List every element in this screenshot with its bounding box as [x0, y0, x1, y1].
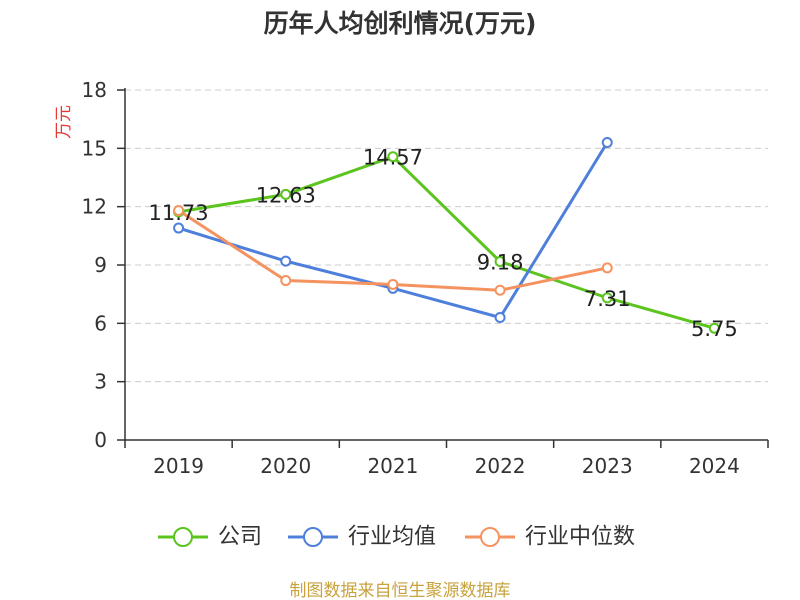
- y-tick-label: 6: [94, 311, 107, 335]
- series-line-0: [178, 155, 715, 330]
- data-point-s1-2020: [280, 255, 292, 267]
- data-point-s0-2024: [708, 322, 720, 334]
- legend-marker: [303, 527, 323, 547]
- data-point-s2-2023: [601, 262, 613, 274]
- x-tick-label-2024: 2024: [689, 454, 740, 478]
- data-label-2022: 9.18: [477, 251, 524, 275]
- y-tick-label: 3: [94, 370, 107, 394]
- y-tick-label: 15: [82, 136, 107, 160]
- y-axis-label: 万元: [54, 105, 74, 139]
- x-tick-label-2021: 2021: [367, 454, 418, 478]
- data-label-2024: 5.75: [691, 317, 738, 341]
- source-footer: 制图数据来自恒生聚源数据库: [290, 581, 511, 600]
- legend-item-2[interactable]: 行业中位数: [465, 525, 635, 550]
- data-label-2020: 12.63: [256, 183, 316, 207]
- data-label-2023: 7.31: [584, 287, 631, 311]
- data-point-s1-2022: [494, 312, 506, 323]
- data-labels: 11.73 12.63 14.57 9.18 7.31 5.75: [149, 146, 738, 342]
- legend-marker: [173, 527, 193, 547]
- y-tick-label: 18: [82, 78, 107, 102]
- y-tick-label: 9: [94, 253, 107, 277]
- data-point-s2-2020: [280, 275, 292, 287]
- data-point-s2-2022: [494, 284, 506, 296]
- data-point-s1-2023: [601, 137, 613, 148]
- data-point-s0-2022: [494, 256, 506, 267]
- series-lines: [177, 141, 715, 330]
- data-point-s1-2019: [173, 222, 185, 234]
- x-tick-label-2019: 2019: [153, 454, 204, 478]
- legend-label: 行业中位数: [525, 525, 635, 550]
- x-tick-label-2020: 2020: [260, 454, 311, 478]
- series-line-2: [177, 209, 608, 292]
- grid-lines: [125, 89, 768, 383]
- y-tick-label: 0: [94, 428, 107, 452]
- legend-label: 公司: [218, 525, 262, 550]
- chart-title: 历年人均创利情况(万元): [264, 9, 537, 38]
- x-tick-label-2022: 2022: [475, 454, 526, 478]
- legend: 公司 行业均值 行业中位数: [158, 525, 635, 550]
- data-point-s2-2021: [387, 278, 399, 290]
- axes: 0 3 6 9 12 15 18 2019 2020 2021 2022 2023 2024: [82, 78, 769, 478]
- data-point-s0-2020: [280, 188, 292, 200]
- data-point-s0-2021: [387, 151, 399, 163]
- series-points: [173, 137, 720, 334]
- y-tick-label: 12: [82, 195, 107, 219]
- data-point-s0-2023: [601, 292, 613, 304]
- data-label-2021: 14.57: [363, 146, 423, 170]
- x-tick-label-2023: 2023: [582, 454, 633, 478]
- legend-label: 行业均值: [348, 525, 436, 550]
- data-label-2019: 11.73: [149, 201, 209, 225]
- legend-marker: [480, 527, 500, 547]
- legend-item-1[interactable]: 行业均值: [288, 525, 436, 550]
- data-point-s2-2019: [173, 205, 185, 217]
- legend-item-0[interactable]: 公司: [158, 525, 262, 550]
